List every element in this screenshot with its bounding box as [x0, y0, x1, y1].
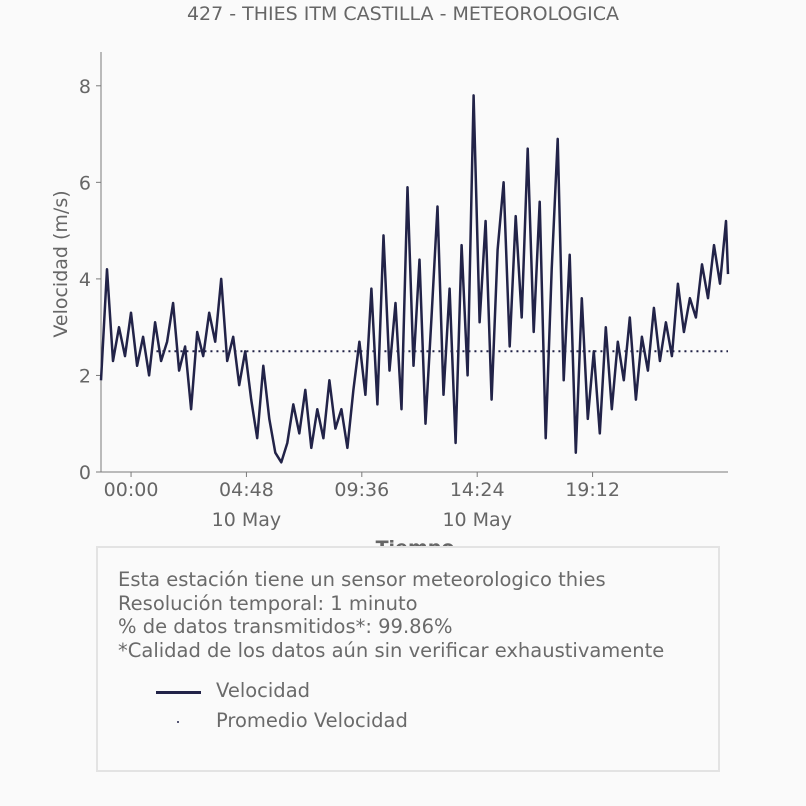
info-box: Esta estación tiene un sensor meteorolog…: [96, 546, 720, 772]
info-line-sensor: Esta estación tiene un sensor meteorolog…: [118, 568, 606, 591]
y-tick-label: 8: [79, 76, 91, 98]
y-axis-label: Velocidad (m/s): [50, 190, 72, 337]
y-tick-label: 0: [79, 462, 91, 484]
y-tick-label: 4: [79, 269, 91, 291]
x-tick-label: 04:48: [219, 479, 274, 501]
x-axis: 00:00 04:48 10 May 09:36 14:24 10 May 19:12: [101, 471, 728, 531]
legend-dot-swatch: [177, 721, 179, 723]
x-tick-sublabel: 10 May: [212, 509, 282, 531]
x-tick-label: 14:24: [450, 479, 505, 501]
chart-title: 427 - THIES ITM CASTILLA - METEOROLOGICA: [186, 3, 620, 25]
legend-line-swatch: [156, 691, 201, 694]
y-axis: 0 2 4 6 8: [79, 52, 102, 484]
x-tick-label: 09:36: [334, 479, 389, 501]
wind-speed-chart: 0 2 4 6 8 00:00 04:48 10 May 09:36 14:24 10 May 19…: [50, 52, 730, 559]
y-tick-label: 6: [79, 172, 91, 194]
velocidad-series-line: [99, 94, 730, 464]
y-tick-label: 2: [79, 365, 91, 387]
info-line-transmitted: % de datos transmitidos*: 99.86%: [118, 615, 453, 638]
x-tick-label: 00:00: [104, 479, 159, 501]
info-line-resolution: Resolución temporal: 1 minuto: [118, 591, 418, 615]
legend-label-promedio: Promedio Velocidad: [216, 709, 408, 732]
x-tick-sublabel: 10 May: [442, 509, 512, 531]
info-line-quality: *Calidad de los datos aún sin verificar …: [118, 638, 665, 662]
legend-label-velocidad: Velocidad: [216, 679, 311, 702]
info-text: Esta estación tiene un sensor meteorolog…: [118, 568, 664, 662]
plot-area: [99, 94, 730, 464]
x-tick-label: 19:12: [565, 479, 620, 501]
